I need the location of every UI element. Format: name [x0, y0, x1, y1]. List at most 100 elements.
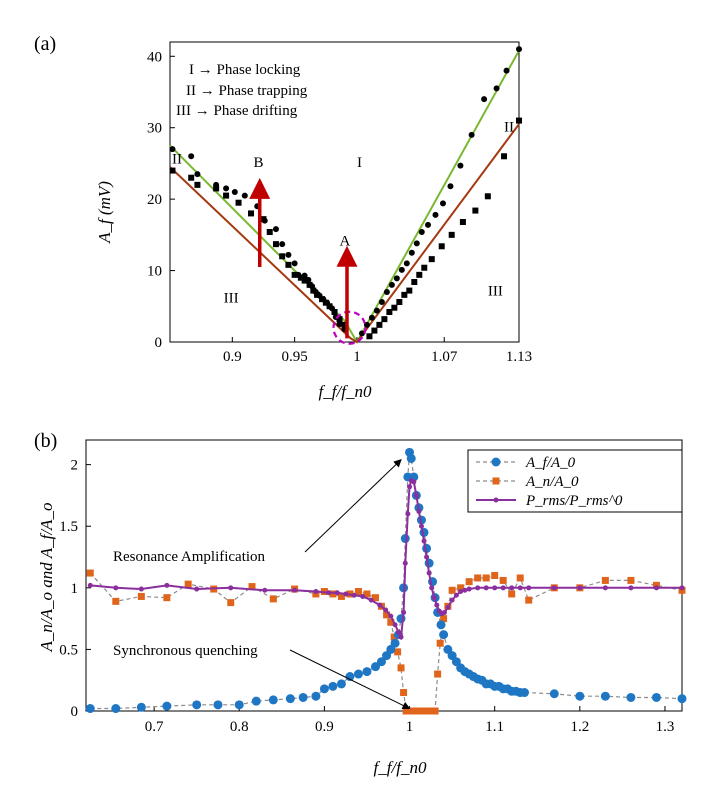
- panel-a-square-point: [223, 192, 230, 199]
- panel-b-P-point: [407, 484, 413, 490]
- panel-a-circle-point: [194, 171, 201, 178]
- panel-b-P-point: [377, 602, 383, 608]
- panel-a-dashed-circle: [332, 310, 367, 345]
- panel-a-square-point: [421, 264, 428, 271]
- panel-a-square-point: [319, 296, 326, 303]
- panel-a-circle-point: [231, 189, 238, 195]
- panel-b-An-point: [491, 572, 499, 579]
- panel-b-An-point: [112, 597, 120, 605]
- panel-b-An-point: [248, 583, 256, 591]
- panel-b-Af-point: [626, 692, 636, 702]
- panel-a-square-point: [472, 207, 479, 214]
- panel-a-square-point: [266, 229, 273, 235]
- panel-a-square-point: [381, 316, 388, 323]
- panel-a-square-point: [326, 303, 333, 310]
- panel-b-annotation-quench: Synchronous quenching: [113, 643, 258, 659]
- panel-a-square-point: [336, 316, 343, 323]
- panel-a-xtick-label: 0.9: [223, 349, 242, 365]
- panel-a-square-point: [501, 153, 508, 160]
- panel-b-P-point: [343, 591, 349, 597]
- panel-b-xlabel: f_f/f_n0: [374, 758, 427, 777]
- panel-a-circle-point: [503, 67, 510, 74]
- panel-b-An-point: [184, 580, 192, 588]
- panel-b-Af-point: [285, 694, 295, 704]
- panel-b-P-point: [551, 585, 557, 591]
- panel-b-P-point: [483, 585, 489, 591]
- panel-b-P-point: [416, 508, 422, 514]
- panel-b-An-point: [227, 599, 235, 607]
- panel-a-circle-point: [285, 251, 292, 258]
- panel-b-P-point: [421, 538, 427, 544]
- panel-b-arrow-quench: [289, 649, 411, 710]
- panel-b-Af-point: [336, 679, 346, 689]
- panel-b-P-point: [445, 605, 451, 611]
- panel-a-circle-point: [383, 289, 390, 295]
- panel-a-circle-point: [468, 131, 475, 138]
- panel-a-square-point: [235, 199, 242, 206]
- panel-b-Af-point: [600, 691, 610, 701]
- panel-b-xtick-label: 0.8: [230, 719, 249, 735]
- panel-b-An-point: [516, 574, 524, 582]
- panel-b-P-point: [194, 586, 200, 592]
- panel-a-circle-point: [418, 229, 425, 235]
- panel-a-square-point: [301, 277, 308, 284]
- panel-a-square-point: [331, 309, 338, 315]
- panel-a-circle-point: [403, 260, 410, 267]
- panel-b-arrow-resonance: [304, 459, 402, 553]
- panel-a-circle-point: [432, 211, 439, 218]
- panel-a-square-point: [314, 291, 321, 298]
- panel-b-Af-point: [136, 702, 146, 712]
- panel-b-An-point: [390, 633, 398, 641]
- panel-a-square-point: [260, 216, 267, 223]
- panel-a-square-point: [371, 327, 378, 334]
- panel-b-P-point: [164, 582, 170, 588]
- panel-b-P-point: [402, 560, 408, 566]
- panel-a-ylabel: A_f (mV): [95, 181, 114, 244]
- panel-b-P-point: [326, 590, 332, 596]
- panel-b-An-point: [436, 639, 444, 647]
- panel-b-P-point: [411, 479, 417, 485]
- panel-b-P-point: [388, 613, 394, 619]
- panel-a-ytick-label: 0: [155, 335, 163, 351]
- panel-b-An-point: [440, 615, 448, 623]
- panel-a-ytick-label: 30: [147, 121, 162, 137]
- panel-a-square-point: [169, 167, 176, 174]
- panel-a-ytick-label: 40: [147, 49, 162, 65]
- panel-b-Af-point: [234, 700, 244, 710]
- panel-b-ytick-label: 2: [71, 458, 79, 474]
- panel-a-legend-text: I → Phase locking: [189, 62, 301, 78]
- panel-a-circle-point: [388, 281, 395, 288]
- panel-b-An-point: [383, 611, 391, 619]
- panel-a-ytick-label: 10: [147, 264, 162, 280]
- panel-a-square-point: [291, 271, 298, 278]
- panel-a-circle-point: [279, 241, 286, 248]
- panel-b-An-point: [482, 574, 490, 582]
- panel-b-xtick-label: 0.7: [145, 719, 164, 735]
- panel-b-ytick-label: 0.5: [59, 642, 78, 658]
- panel-b-An-point: [163, 594, 171, 602]
- panel-b-annotation-resonance: Resonance Amplification: [113, 549, 266, 565]
- panel-a-region-I: I: [357, 155, 362, 171]
- panel-a-fit-line: [169, 50, 520, 345]
- panel-b-P-point: [602, 585, 608, 591]
- panel-b-P-point: [313, 589, 319, 595]
- panel-b-Af-point: [319, 684, 329, 694]
- panel-a-xtick-label: 1.13: [506, 349, 532, 365]
- panel-b-P-point: [453, 592, 459, 598]
- panel-b-Af-point: [575, 691, 585, 701]
- panel-b-An-point: [397, 664, 405, 672]
- panel-b-Af-point: [549, 689, 559, 699]
- panel-b-ytick-label: 1.5: [59, 519, 78, 535]
- panel-b-P-point: [426, 570, 432, 576]
- panel-a-circle-point: [425, 221, 432, 228]
- panel-b-An-point: [337, 592, 345, 600]
- panel-a-circle-point: [447, 183, 454, 190]
- panel-a-square-point: [401, 291, 408, 298]
- panel-a-square-point: [459, 219, 466, 225]
- panel-b-P-point: [679, 585, 685, 591]
- panel-b-Af-point: [406, 453, 416, 463]
- panel-a-square-point: [391, 304, 398, 311]
- panel-b-legend-marker: [492, 477, 500, 485]
- panel-b-An-point: [394, 648, 402, 656]
- panel-b: 0.7 0.8 0.9 1 1.1 1.2 1.3 0 0.5 1 1.5 2 A_f/A_0 A_n/A…: [59, 439, 687, 735]
